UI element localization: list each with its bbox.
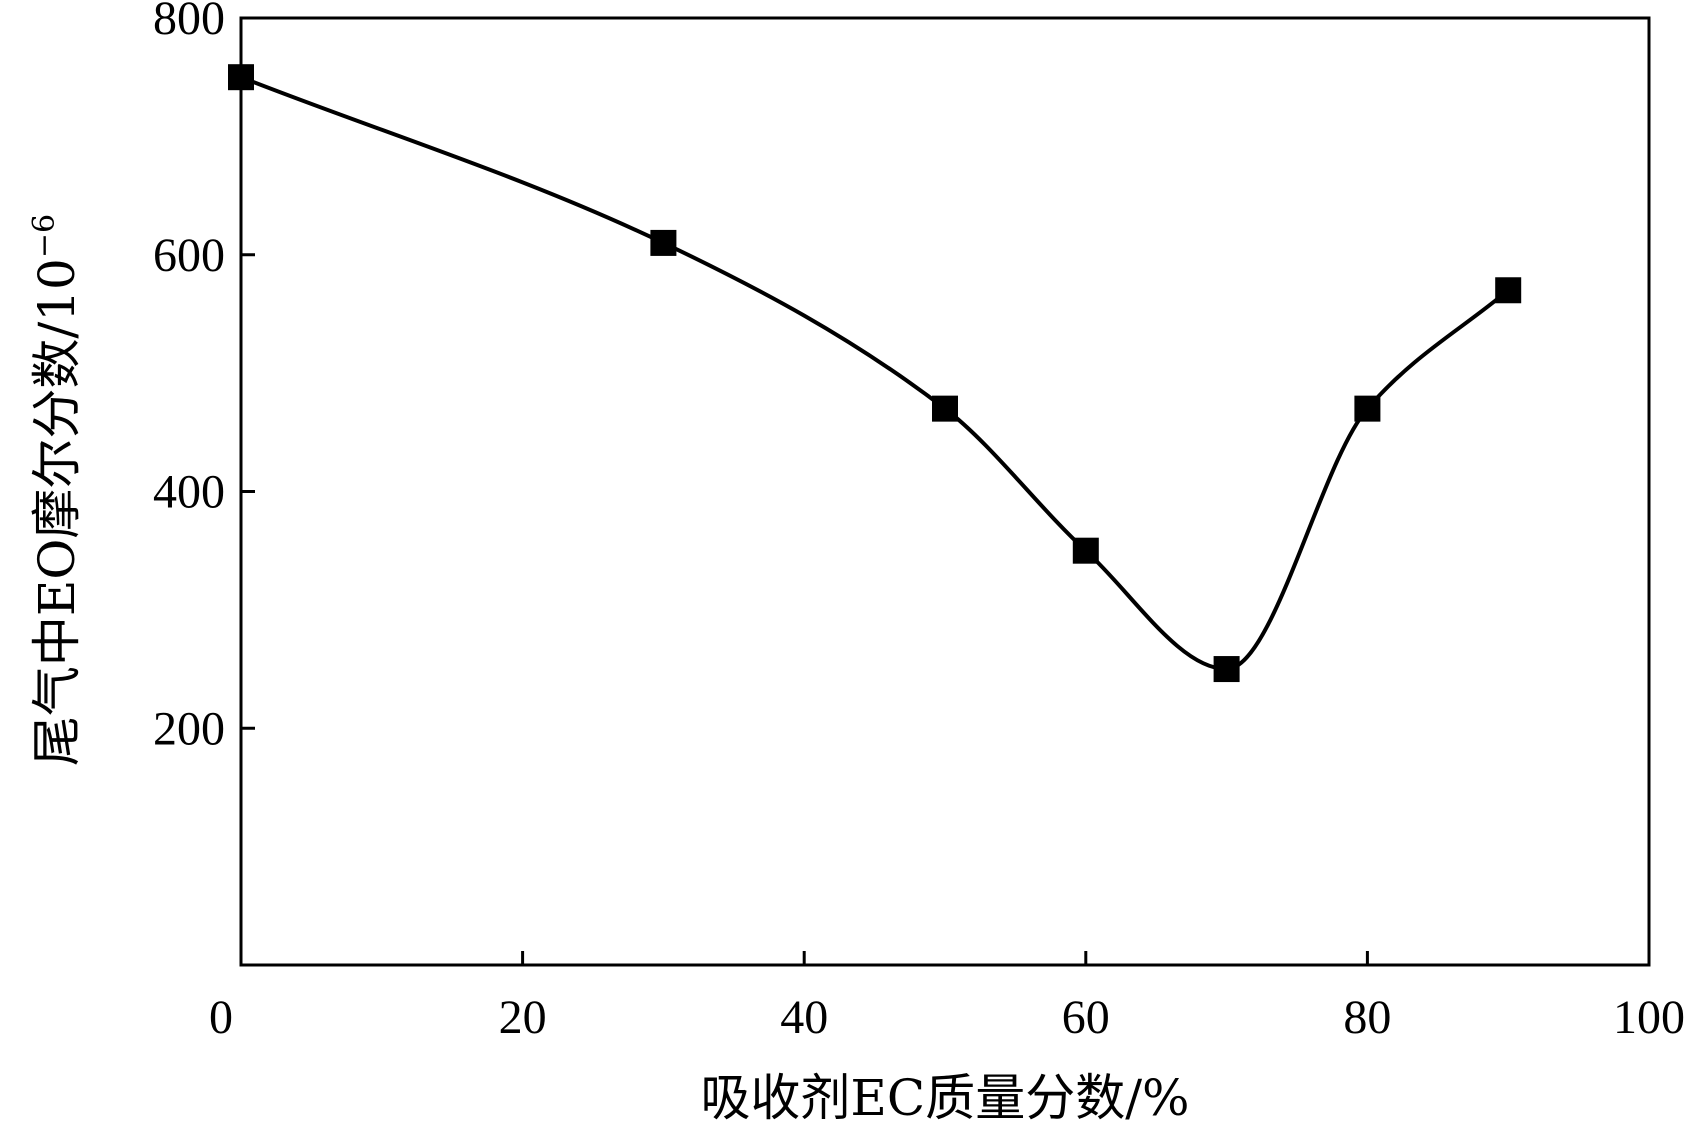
x-axis-label: 吸收剂EC质量分数/% bbox=[700, 1069, 1189, 1127]
x-tick-label-0: 0 bbox=[209, 991, 233, 1044]
y-tick-label-600: 600 bbox=[153, 229, 225, 282]
x-tick-label-60: 60 bbox=[1062, 991, 1110, 1044]
data-point-60 bbox=[1072, 537, 1099, 564]
data-point-80 bbox=[1354, 395, 1381, 422]
tick-labels: 0 20 40 60 80 100 200 400 600 800 bbox=[153, 0, 1685, 1044]
data-point-90 bbox=[1495, 277, 1522, 304]
y-tick-label-200: 200 bbox=[153, 702, 225, 755]
x-tick-label-40: 40 bbox=[780, 991, 828, 1044]
axis-ticks bbox=[241, 253, 1369, 965]
series-markers bbox=[228, 64, 1522, 683]
data-point-70 bbox=[1213, 656, 1240, 683]
y-axis-label: 尾气中EO摩尔分数/10−6 bbox=[27, 214, 86, 766]
series-line bbox=[240, 75, 1510, 672]
data-point-0 bbox=[228, 64, 254, 91]
y-axis-label-exponent: −6 bbox=[27, 214, 62, 258]
x-tick-label-80: 80 bbox=[1343, 991, 1391, 1044]
plot-frame bbox=[239, 16, 1651, 967]
y-tick-label-800: 800 bbox=[153, 0, 225, 45]
y-axis-label-main: 尾气中EO摩尔分数/10 bbox=[28, 258, 86, 766]
x-tick-label-20: 20 bbox=[499, 991, 547, 1044]
data-point-50 bbox=[932, 395, 958, 422]
y-tick-label-400: 400 bbox=[153, 466, 225, 519]
data-point-30 bbox=[650, 229, 677, 256]
x-tick-label-100: 100 bbox=[1613, 991, 1685, 1044]
